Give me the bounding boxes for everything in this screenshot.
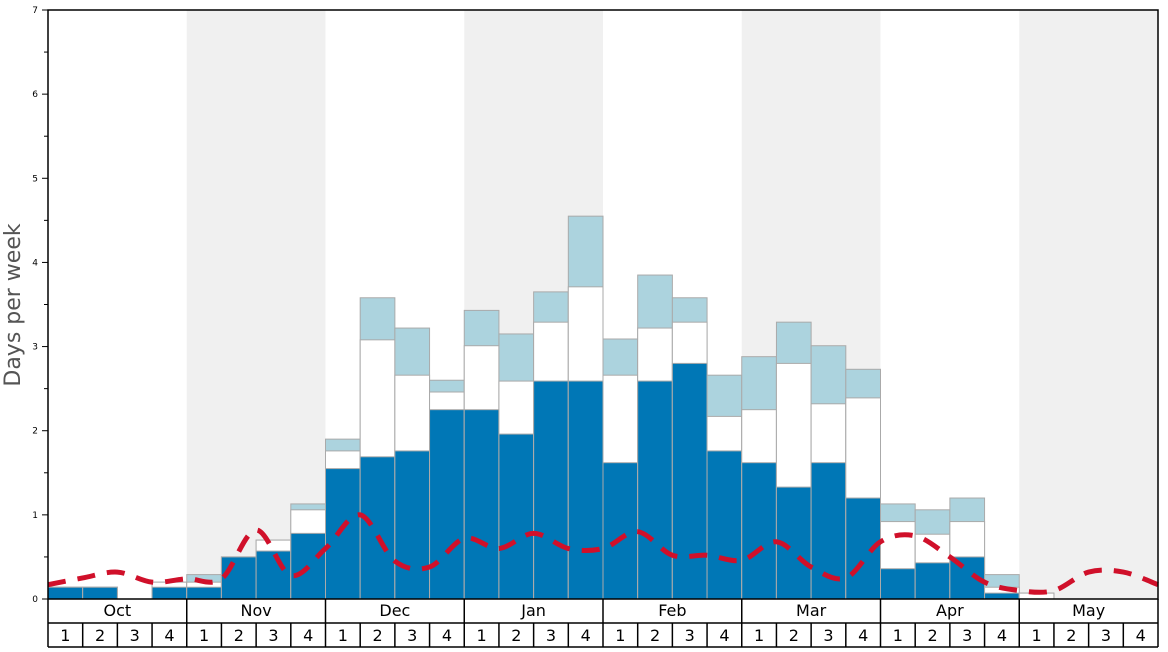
week-label: 3 <box>546 626 556 645</box>
bar-dark-apr-w4 <box>984 592 1020 600</box>
week-label: 4 <box>997 626 1007 645</box>
week-label: 2 <box>789 626 799 645</box>
bars <box>47 215 1055 600</box>
week-label: 4 <box>858 626 868 645</box>
week-label: 1 <box>615 626 625 645</box>
bar-dark-nov-w1 <box>186 586 222 600</box>
week-label: 2 <box>372 626 382 645</box>
week-label: 3 <box>407 626 417 645</box>
month-shade-may <box>1019 10 1158 599</box>
week-label: 3 <box>685 626 695 645</box>
bar-dark-dec-w3 <box>394 450 431 600</box>
month-label-nov: Nov <box>241 601 272 620</box>
bar-dark-feb-w3 <box>671 362 708 600</box>
bar-dark-apr-w2 <box>914 562 951 600</box>
y-tick-label: 7 <box>32 6 38 16</box>
bar-dark-jan-w1 <box>463 409 500 600</box>
week-label: 1 <box>199 626 209 645</box>
bar-dark-dec-w2 <box>359 456 396 600</box>
month-label-dec: Dec <box>379 601 410 620</box>
week-label: 4 <box>581 626 591 645</box>
bar-dark-feb-w1 <box>602 462 639 600</box>
week-label: 1 <box>893 626 903 645</box>
week-label: 2 <box>95 626 105 645</box>
week-label: 3 <box>962 626 972 645</box>
axes: 0 1 2 3 4 5 6 7 Oct 1 2 3 4 Nov 1 2 3 4 Dec 1 2 3 4 Jan 1 2 3 4 Feb 1… <box>32 6 1159 648</box>
y-tick-label: 6 <box>32 90 38 100</box>
bar-dark-dec-w4 <box>429 409 465 600</box>
week-label: 1 <box>60 626 70 645</box>
week-label: 2 <box>1066 626 1076 645</box>
week-label: 4 <box>1136 626 1146 645</box>
bar-dark-nov-w3 <box>255 550 292 600</box>
bar-dark-nov-w2 <box>220 556 257 600</box>
bar-dark-oct-w4 <box>151 586 188 600</box>
month-label-feb: Feb <box>658 601 686 620</box>
week-label: 2 <box>234 626 244 645</box>
week-label: 3 <box>130 626 140 645</box>
bar-dark-feb-w4 <box>706 450 743 600</box>
month-label-may: May <box>1072 601 1105 620</box>
week-label: 4 <box>164 626 174 645</box>
y-tick-label: 3 <box>32 343 38 353</box>
bar-dark-dec-w1 <box>325 468 361 600</box>
week-label: 3 <box>268 626 278 645</box>
week-label: 2 <box>511 626 521 645</box>
y-tick-label: 4 <box>32 258 38 268</box>
y-tick-label: 0 <box>32 595 38 605</box>
week-label: 4 <box>303 626 313 645</box>
month-label-mar: Mar <box>796 601 827 620</box>
bar-dark-oct-w2 <box>82 586 118 600</box>
bar-dark-mar-w1 <box>741 462 777 600</box>
month-shade-nov <box>186 10 326 599</box>
week-label: 1 <box>477 626 487 645</box>
week-label: 4 <box>442 626 452 645</box>
week-label: 2 <box>927 626 937 645</box>
y-tick-label: 5 <box>32 174 38 184</box>
bar-dark-jan-w2 <box>498 433 535 600</box>
week-label: 1 <box>754 626 764 645</box>
month-label-apr: Apr <box>936 601 964 620</box>
week-label: 1 <box>1032 626 1042 645</box>
y-axis-label: Days per week <box>1 223 26 386</box>
month-label-jan: Jan <box>520 601 546 620</box>
week-label: 3 <box>1101 626 1111 645</box>
week-label: 4 <box>719 626 729 645</box>
bar-dark-apr-w1 <box>880 568 916 600</box>
bar-dark-oct-w1 <box>47 586 84 600</box>
bar-dark-feb-w2 <box>637 380 673 600</box>
week-label: 1 <box>338 626 348 645</box>
average-line <box>47 512 1159 595</box>
week-label: 3 <box>823 626 833 645</box>
week-label: 2 <box>650 626 660 645</box>
y-tick-label: 1 <box>32 511 38 521</box>
bar-dark-jan-w3 <box>533 380 569 600</box>
month-label-oct: Oct <box>104 601 132 620</box>
y-tick-label: 2 <box>32 427 38 437</box>
bar-dark-jan-w4 <box>567 380 604 600</box>
average-line-path <box>47 512 1159 595</box>
